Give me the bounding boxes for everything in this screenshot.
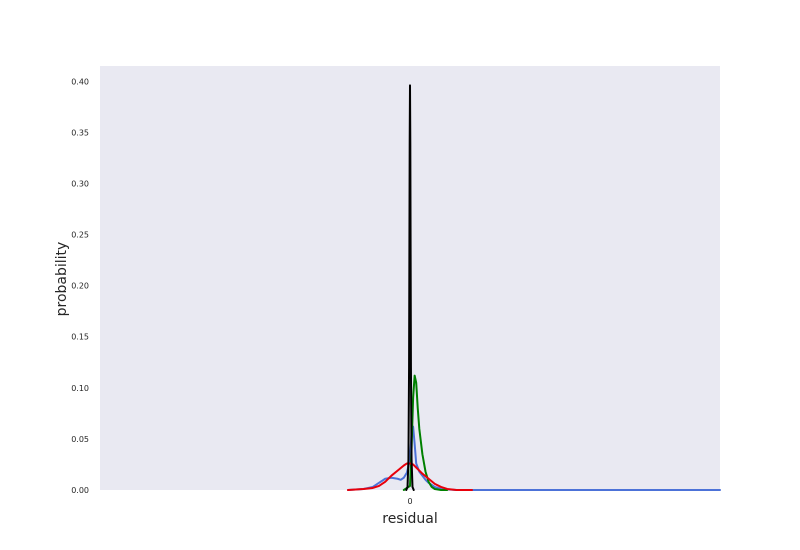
y-axis-label: probability bbox=[54, 242, 70, 317]
y-tick-label: 0.40 bbox=[71, 77, 89, 86]
y-tick-label: 0.25 bbox=[71, 231, 89, 240]
x-axis-ticks: 0 bbox=[407, 497, 412, 506]
y-tick-label: 0.30 bbox=[71, 179, 89, 188]
y-tick-label: 0.20 bbox=[71, 282, 89, 291]
x-tick-label: 0 bbox=[407, 497, 412, 506]
y-tick-label: 0.10 bbox=[71, 384, 89, 393]
series-line-4 bbox=[405, 84, 415, 491]
y-axis-ticks: 0.00 0.05 0.10 0.15 0.20 0.25 0.30 0.35 0.40 bbox=[71, 77, 89, 495]
series-line-3 bbox=[347, 462, 473, 491]
x-axis-label: residual bbox=[382, 511, 437, 527]
y-tick-label: 0.15 bbox=[71, 333, 89, 342]
y-tick-label: 0.05 bbox=[71, 435, 89, 444]
y-tick-label: 0.35 bbox=[71, 128, 89, 137]
y-tick-label: 0.00 bbox=[71, 486, 89, 495]
series-layer bbox=[347, 84, 721, 491]
